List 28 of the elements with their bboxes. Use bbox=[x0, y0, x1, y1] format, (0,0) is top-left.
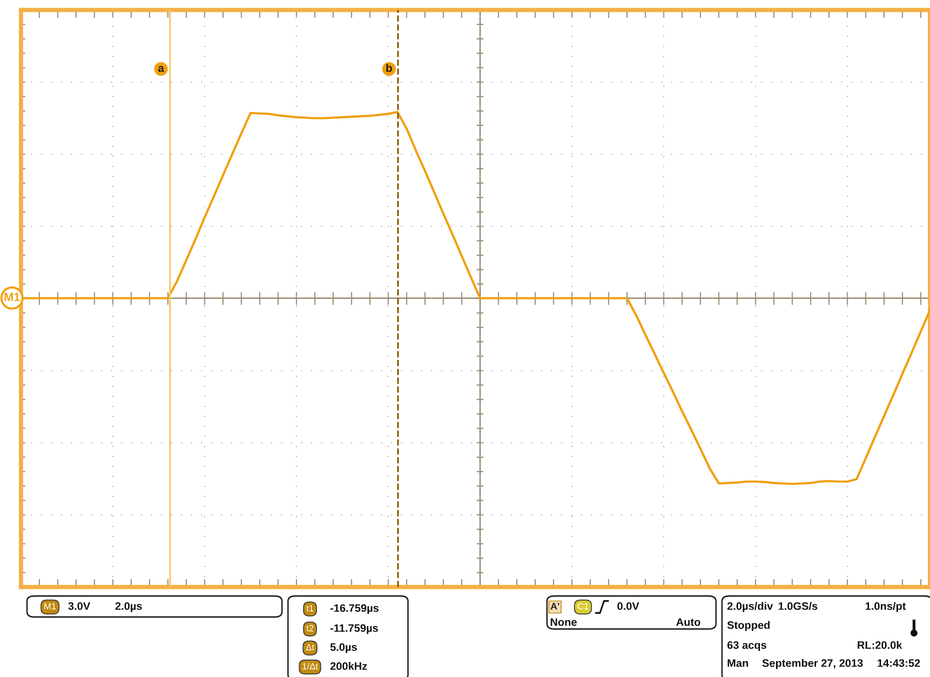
text: t1 bbox=[306, 605, 314, 612]
text: 1.0ns/pt bbox=[866, 602, 906, 612]
text: b bbox=[386, 64, 392, 72]
text: 200kHz bbox=[330, 662, 367, 670]
text: Man bbox=[728, 659, 748, 667]
text: 63 acqs bbox=[727, 641, 766, 652]
text: None bbox=[550, 618, 577, 626]
text: t2 bbox=[306, 625, 314, 632]
text: 1/Δt bbox=[302, 662, 318, 670]
text: RL:20.0k bbox=[858, 640, 902, 649]
text: Stopped bbox=[727, 620, 770, 632]
text: September 27, 2013 bbox=[762, 658, 863, 670]
text: M1 bbox=[44, 603, 56, 610]
text: Δt bbox=[306, 644, 314, 650]
text: 0.0V bbox=[617, 602, 640, 610]
text: 14:43:52 bbox=[878, 659, 920, 667]
text: 2.0µs/div bbox=[727, 602, 773, 612]
text: a bbox=[158, 66, 164, 72]
text: -16.759µs bbox=[330, 604, 379, 614]
text: 2.0µs bbox=[115, 602, 142, 612]
text: -11.759µs bbox=[330, 624, 378, 634]
text: C1 bbox=[578, 603, 588, 610]
text: A' bbox=[550, 602, 560, 610]
text: 3.0V bbox=[68, 602, 90, 610]
text: 5.0µs bbox=[330, 643, 357, 654]
text: Auto bbox=[676, 618, 700, 626]
text: 1.0GS/s bbox=[778, 602, 818, 610]
series-label: M1 bbox=[4, 292, 20, 302]
